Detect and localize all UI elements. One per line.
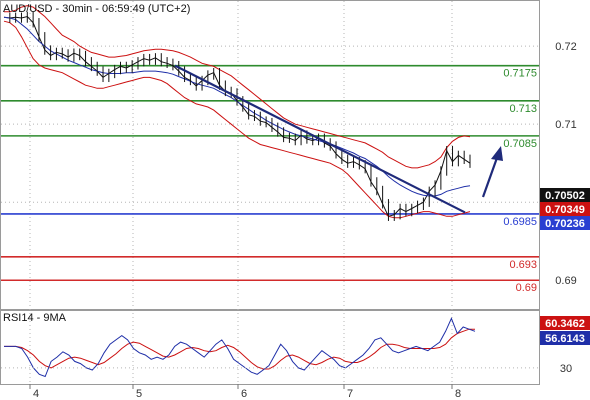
- price-tag-0.70502: 0.70502: [545, 190, 585, 202]
- price-tag-bg-0.70236: [540, 216, 590, 230]
- level-label-0.7085: 0.7085: [503, 138, 537, 150]
- rsi-label: RSI14 - 9MA: [3, 312, 67, 324]
- x-tick-label-4: 4: [33, 388, 39, 400]
- rsi-tag-bg-60.3462: [540, 316, 590, 330]
- x-tick-label-8: 8: [455, 388, 461, 400]
- rsi-layer: [1, 317, 539, 378]
- rsi-tag-bg-56.6143: [540, 331, 590, 345]
- rsi-ma-line: [4, 328, 475, 370]
- y-tick-label-0.71: 0.71: [555, 119, 576, 131]
- level-label-0.69: 0.69: [516, 282, 537, 294]
- y-tick-label-0.72: 0.72: [555, 41, 576, 53]
- rsi-tag-60.3462: 60.3462: [545, 318, 585, 330]
- level-label-0.6985: 0.6985: [503, 216, 537, 228]
- trendline: [174, 64, 466, 214]
- x-tick-label-5: 5: [136, 388, 142, 400]
- chart-title: AUD/USD - 30min - 06:59:49 (UTC+2): [3, 3, 190, 15]
- arrow-head: [491, 146, 503, 161]
- level-label-0.7175: 0.7175: [503, 68, 537, 80]
- level-label-0.713: 0.713: [509, 103, 537, 115]
- arrow-shaft: [481, 154, 500, 198]
- axis-layer: 456780.720.710.700.690.705020.703490.702…: [29, 41, 590, 400]
- price-tag-bg-0.70502: [540, 188, 590, 202]
- series-bollinger_lower: [3, 20, 471, 219]
- series-bollinger_upper: [4, 5, 471, 169]
- price-tag-0.70349: 0.70349: [545, 204, 585, 216]
- rsi-tag-56.6143: 56.6143: [545, 333, 585, 345]
- rsi-panel: [0, 310, 540, 385]
- rsi-tick-label-30: 30: [560, 363, 572, 375]
- x-tick-label-6: 6: [241, 388, 247, 400]
- price-tag-bg-0.70349: [540, 202, 590, 216]
- series-layer: [3, 5, 503, 221]
- price-tag-0.70236: 0.70236: [545, 218, 585, 230]
- x-tick-label-7: 7: [347, 388, 353, 400]
- levels-layer: 0.7175 0.713 0.7085 0.6985 0.693 0.69: [1, 64, 539, 294]
- rsi-line: [4, 317, 476, 378]
- level-label-0.693: 0.693: [509, 259, 537, 271]
- y-tick-label-0.69: 0.69: [555, 275, 576, 287]
